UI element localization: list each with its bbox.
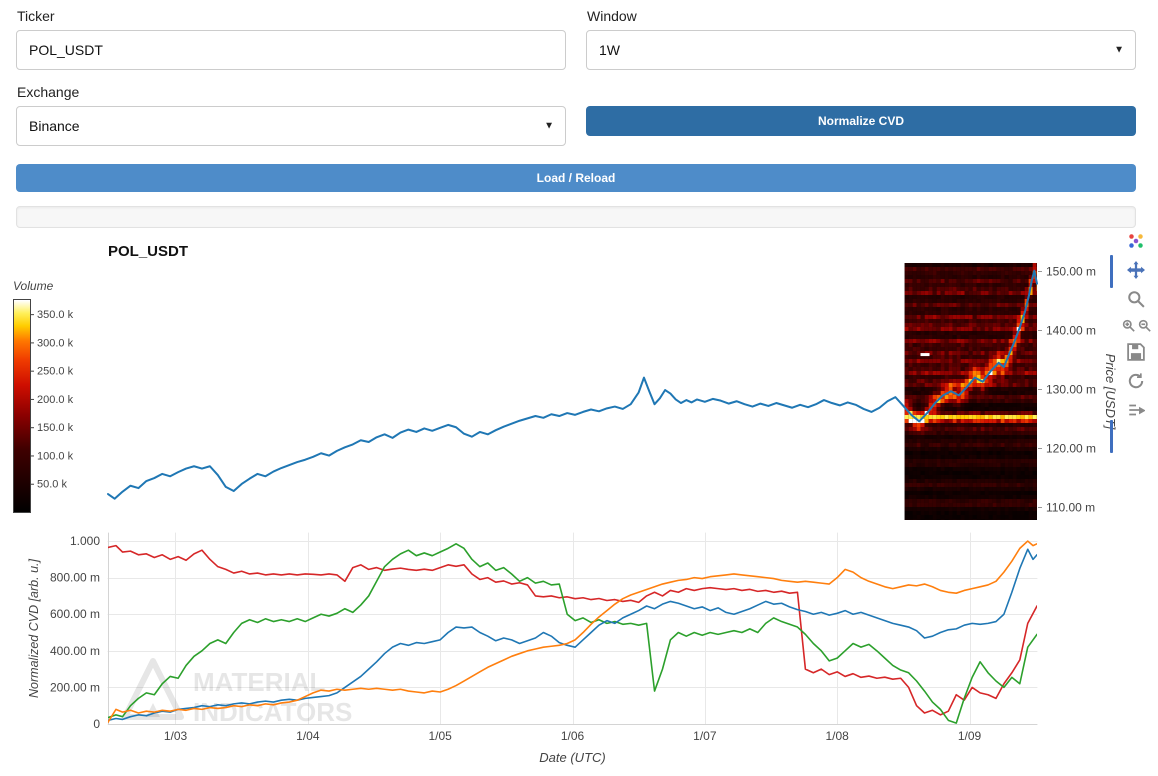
reset-axes-icon[interactable] [1127, 372, 1145, 390]
plotly-logo-icon[interactable] [1127, 232, 1145, 250]
ticker-input[interactable] [16, 30, 566, 70]
pan-icon[interactable] [1127, 261, 1145, 279]
controls-panel: Ticker Window 1W ▼ Exchange Binance ▼ No… [0, 0, 1158, 146]
save-image-icon[interactable] [1127, 343, 1145, 361]
ticker-label: Ticker [17, 8, 55, 24]
exchange-field: Exchange Binance ▼ [16, 84, 566, 146]
toggle-hover-icon[interactable] [1127, 401, 1145, 419]
normalize-cvd-button[interactable]: Normalize CVD [586, 106, 1136, 136]
modebar-separator [1110, 420, 1113, 453]
window-field: Window 1W ▼ [586, 8, 1136, 70]
load-progress-bar [16, 206, 1136, 228]
plotly-modebar [1119, 232, 1153, 419]
price-cvd-charts-canvas[interactable] [0, 230, 1158, 776]
normalize-cvd-cell: Normalize CVD [586, 84, 1136, 146]
exchange-label: Exchange [17, 84, 80, 100]
chart-area [0, 230, 1158, 776]
modebar-separator [1110, 255, 1113, 288]
window-label: Window [587, 8, 637, 24]
ticker-field: Ticker [16, 8, 566, 70]
zoom-in-icon[interactable] [1122, 319, 1135, 332]
zoom-out-icon[interactable] [1138, 319, 1151, 332]
window-select[interactable]: 1W [586, 30, 1136, 70]
exchange-select[interactable]: Binance [16, 106, 566, 146]
zoom-icon[interactable] [1127, 290, 1145, 308]
load-reload-button[interactable]: Load / Reload [16, 164, 1136, 192]
